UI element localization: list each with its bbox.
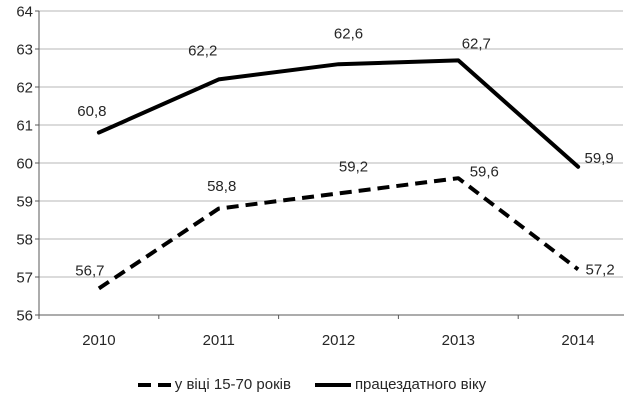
legend-label: працездатного віку [354,376,487,393]
legend-item-working-age: працездатного віку [314,376,487,394]
legend: у віці 15-70 років працездатного віку [0,376,624,394]
y-axis-label: 62 [16,79,33,96]
dashed-line-swatch [137,383,171,387]
data-label: 59,2 [339,159,368,176]
series-line-dashed [97,176,580,291]
y-axis-label: 57 [16,269,33,286]
y-axis-label: 61 [16,117,33,134]
data-label: 62,2 [188,43,217,60]
y-axis-label: 56 [16,307,33,324]
x-axis-label: 2013 [442,332,475,349]
data-label: 58,8 [207,178,236,195]
data-label: 62,6 [334,25,363,42]
y-axis-label: 64 [16,3,33,20]
chart-plot-area: 56 57 58 59 60 61 62 63 64 2010 2011 2012 2013 2014 56… [16,3,624,349]
y-axis-label: 63 [16,41,33,58]
x-axis-label: 2012 [322,332,355,349]
data-label: 59,9 [584,150,613,167]
data-label: 62,7 [462,36,491,53]
y-axis-label: 58 [16,231,33,248]
data-label: 57,2 [585,262,614,279]
data-label: 60,8 [77,103,106,120]
x-axis-label: 2010 [82,332,115,349]
x-axis-label: 2014 [561,332,594,349]
data-label: 59,6 [470,163,499,180]
data-label: 56,7 [75,263,104,280]
legend-item-age-15-70: у віці 15-70 років [137,376,291,394]
x-axis-label: 2011 [203,332,235,349]
legend-label: у віці 15-70 років [174,376,291,393]
y-axis-label: 59 [16,193,33,210]
solid-line-swatch [314,383,351,387]
y-axis-label: 60 [16,155,33,172]
series-line-solid [96,58,581,169]
